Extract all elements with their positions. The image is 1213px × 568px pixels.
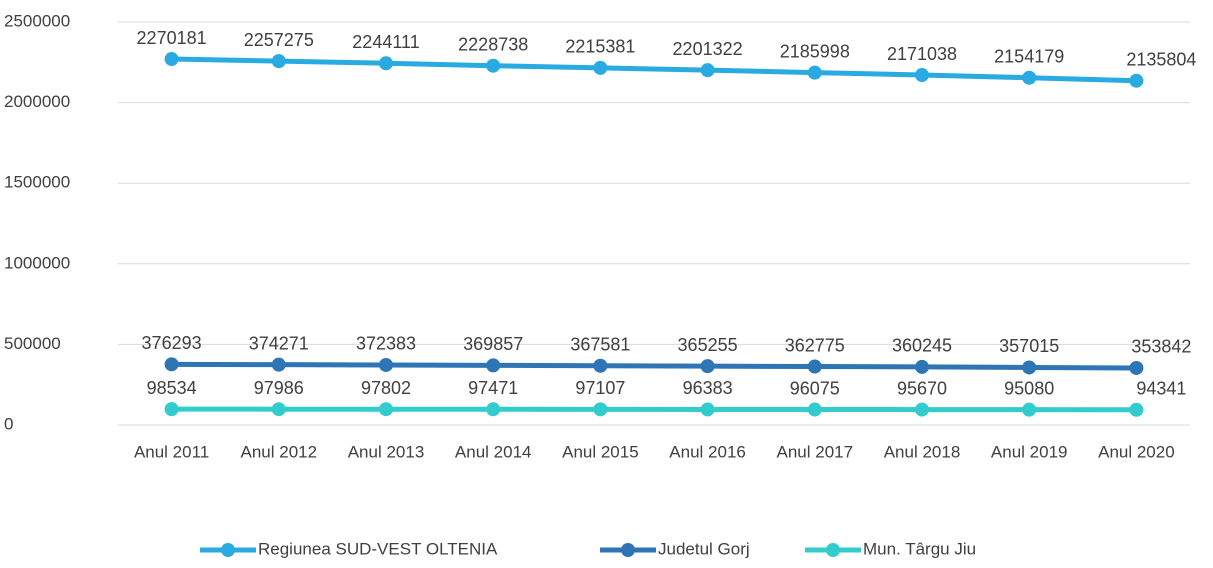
point bbox=[1022, 360, 1037, 375]
y-tick-label: 0 bbox=[4, 414, 13, 433]
point bbox=[700, 402, 715, 417]
data-label: 2201322 bbox=[673, 39, 743, 59]
data-label: 98534 bbox=[147, 378, 197, 398]
legend-label: Regiunea SUD-VEST OLTENIA bbox=[258, 539, 498, 558]
x-tick-label: Anul 2018 bbox=[884, 442, 961, 461]
point bbox=[807, 65, 822, 80]
point bbox=[915, 402, 929, 417]
y-tick-label: 2500000 bbox=[4, 11, 70, 30]
y-tick-label: 1500000 bbox=[4, 173, 70, 192]
data-label: 2154179 bbox=[994, 46, 1064, 66]
legend-label: Mun. Târgu Jiu bbox=[863, 539, 976, 558]
data-label: 96383 bbox=[683, 378, 733, 398]
point bbox=[1022, 402, 1037, 417]
data-label: 376293 bbox=[142, 333, 202, 353]
x-tick-label: Anul 2012 bbox=[241, 442, 318, 461]
data-label: 97107 bbox=[575, 378, 625, 398]
point bbox=[1129, 360, 1144, 375]
data-label: 372383 bbox=[356, 334, 416, 354]
point bbox=[164, 402, 179, 417]
point bbox=[1129, 402, 1144, 417]
point bbox=[593, 358, 608, 373]
point bbox=[593, 60, 608, 75]
data-label: 357015 bbox=[999, 336, 1059, 356]
point bbox=[700, 359, 715, 374]
point bbox=[807, 402, 822, 417]
data-label: 2270181 bbox=[137, 28, 207, 48]
data-label: 367581 bbox=[570, 334, 630, 354]
data-label: 2135804 bbox=[1126, 49, 1196, 69]
point bbox=[915, 68, 929, 83]
point bbox=[486, 402, 501, 417]
legend-marker bbox=[826, 543, 840, 557]
data-label: 369857 bbox=[463, 334, 523, 354]
x-tick-label: Anul 2015 bbox=[562, 442, 639, 461]
x-tick-label: Anul 2013 bbox=[348, 442, 425, 461]
point bbox=[700, 63, 715, 78]
point bbox=[379, 402, 393, 417]
data-label: 2185998 bbox=[780, 41, 850, 61]
y-tick-label: 500000 bbox=[4, 334, 61, 353]
data-label: 360245 bbox=[892, 336, 952, 356]
data-label: 94341 bbox=[1136, 379, 1186, 399]
x-tick-label: Anul 2011 bbox=[134, 442, 209, 461]
point bbox=[379, 56, 393, 71]
data-label: 2257275 bbox=[244, 30, 314, 50]
point bbox=[486, 358, 501, 373]
point bbox=[1022, 70, 1037, 85]
point bbox=[379, 357, 393, 372]
series-line bbox=[171, 361, 1137, 371]
point bbox=[271, 54, 286, 69]
point bbox=[486, 58, 501, 73]
point bbox=[807, 359, 822, 374]
legend-label: Judetul Gorj bbox=[658, 539, 750, 558]
data-label: 95670 bbox=[897, 378, 947, 398]
x-tick-label: Anul 2017 bbox=[777, 442, 854, 461]
y-tick-label: 1000000 bbox=[4, 253, 70, 272]
data-label: 362775 bbox=[785, 335, 845, 355]
point bbox=[915, 359, 929, 374]
data-label: 365255 bbox=[678, 335, 738, 355]
data-label: 97986 bbox=[254, 378, 304, 398]
y-tick-label: 2000000 bbox=[4, 92, 70, 111]
legend-marker bbox=[621, 543, 635, 557]
series-line bbox=[171, 406, 1137, 413]
x-tick-label: Anul 2020 bbox=[1098, 442, 1175, 461]
point bbox=[271, 357, 286, 372]
x-tick-label: Anul 2016 bbox=[669, 442, 746, 461]
x-tick-label: Anul 2019 bbox=[991, 442, 1068, 461]
data-label: 2228738 bbox=[458, 34, 528, 54]
data-label: 97471 bbox=[468, 378, 518, 398]
point bbox=[593, 402, 608, 417]
data-label: 353842 bbox=[1131, 337, 1191, 357]
point bbox=[1129, 73, 1144, 88]
x-tick-label: Anul 2014 bbox=[455, 442, 532, 461]
point bbox=[271, 402, 286, 417]
data-label: 96075 bbox=[790, 378, 840, 398]
data-label: 97802 bbox=[361, 378, 411, 398]
data-label: 95080 bbox=[1004, 378, 1054, 398]
data-label: 2215381 bbox=[565, 37, 635, 57]
legend-marker bbox=[221, 543, 235, 557]
data-label: 2244111 bbox=[352, 32, 419, 52]
data-label: 2171038 bbox=[887, 44, 957, 64]
point bbox=[164, 357, 179, 372]
series-line bbox=[171, 56, 1137, 84]
data-label: 374271 bbox=[249, 333, 309, 353]
point bbox=[164, 52, 179, 67]
